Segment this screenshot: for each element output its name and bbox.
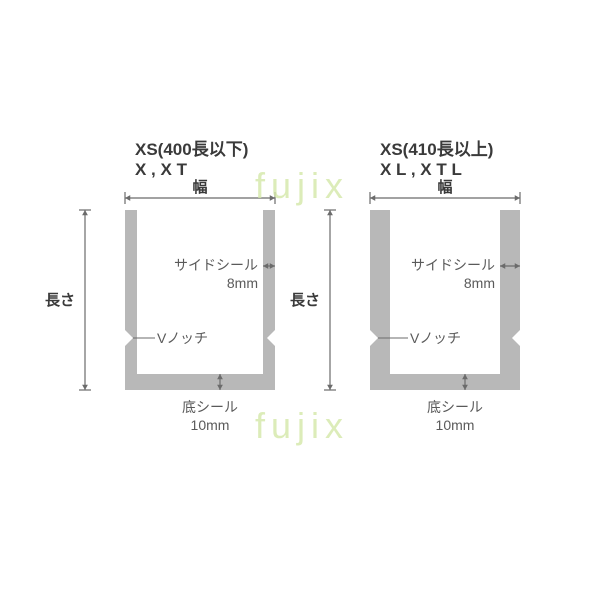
svg-text:長さ: 長さ xyxy=(290,292,320,309)
svg-text:8mm: 8mm xyxy=(227,275,258,291)
svg-text:底シール: 底シール xyxy=(182,399,238,415)
svg-text:幅: 幅 xyxy=(437,178,452,196)
svg-text:XS(400長以下): XS(400長以下) xyxy=(135,140,248,159)
svg-text:XS(410長以上): XS(410長以上) xyxy=(380,140,493,159)
svg-text:Vノッチ: Vノッチ xyxy=(157,330,208,346)
svg-text:X L , X T L: X L , X T L xyxy=(380,160,462,179)
bag-diagram: XS(410長以上)X L , X T L幅長さ サイドシール 8mm Vノッチ底シー… xyxy=(290,140,520,433)
svg-text:10mm: 10mm xyxy=(436,417,475,433)
svg-text:幅: 幅 xyxy=(192,178,207,196)
diagram-canvas: XS(400長以下)X , X T幅長さサイドシール8mmVノッチ底シール10m… xyxy=(0,0,600,600)
svg-text:長さ: 長さ xyxy=(45,292,75,309)
svg-text:サイドシール: サイドシール xyxy=(174,257,258,273)
svg-text:Vノッチ: Vノッチ xyxy=(410,330,461,346)
svg-text:X , X T: X , X T xyxy=(135,160,188,179)
bag-diagram: XS(400長以下)X , X T幅長さ サイドシール 8mm Vノッチ底シール 10m… xyxy=(45,140,275,433)
svg-text:8mm: 8mm xyxy=(464,275,495,291)
svg-text:底シール: 底シール xyxy=(427,399,483,415)
svg-text:サイドシール: サイドシール xyxy=(411,257,495,273)
svg-text:10mm: 10mm xyxy=(191,417,230,433)
